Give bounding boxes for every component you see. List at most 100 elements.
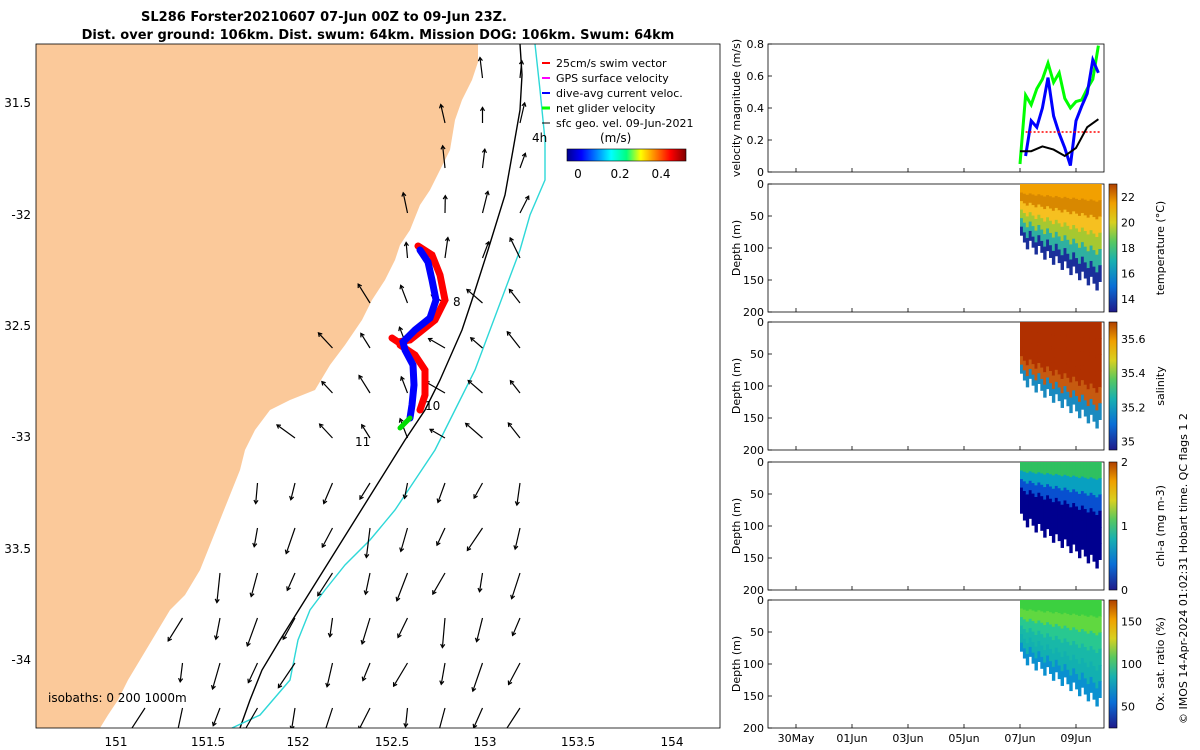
geo-arrow-64 [511,572,521,599]
panel-4-cell-4-0 [1031,600,1035,612]
panel-4-cell-5-0 [1034,600,1038,613]
panel-4-cell-22-3 [1083,647,1088,664]
panel-3-cell-12-5 [1054,521,1059,535]
panel-2-cell-18-0 [1072,322,1076,337]
geo-arrow-head-74 [511,631,517,637]
panel-3-cell-17-0 [1069,462,1073,478]
panel-1-cell-0-4 [1020,218,1024,228]
panel-4-cell-22-4 [1083,662,1088,679]
panel-1-cell-25-5 [1092,266,1096,284]
panel-1-cell-2-1 [1025,194,1030,207]
geo-arrow-59 [317,572,334,596]
geo-arrow-34 [319,423,333,439]
panel-1-cell-19-0 [1075,184,1079,200]
panel-4-cell-8-1 [1043,612,1047,626]
panel-1-cell-20-5 [1078,263,1082,281]
panel-1-cell-3-4 [1028,221,1033,232]
geo-arrow-head-43 [359,495,364,501]
panel-1-cell-16-5 [1066,253,1070,269]
panel-2-cell-15-0 [1063,322,1067,336]
panel-1-cell-5-1 [1034,195,1038,208]
geo-arrow-head-44 [402,494,408,500]
panel-4-cell-20-3 [1078,647,1082,665]
panel-2-cell-4-3 [1031,353,1035,365]
track-label-11: 11 [355,435,370,449]
panel-2-ctick-3: 35.6 [1121,333,1146,346]
panel-3-cell-12-1 [1054,473,1059,487]
panel-2-cell-21-1 [1080,336,1085,352]
panel-1-cell-1-2 [1022,203,1027,214]
panel-2-cell-10-4 [1049,370,1053,384]
panel-3-cell-14-2 [1060,490,1064,506]
geo-arrow-head-62 [432,590,437,596]
panel-4-cell-2-4 [1025,643,1030,655]
panel-3-cell-17-1 [1069,477,1073,493]
panel-3-cell-2-4 [1025,505,1030,517]
panel-2-cell-22-3 [1083,369,1088,386]
panel-2-cell-2-0 [1025,322,1030,334]
geo-arrow-head-65 [167,636,173,642]
geo-arrow-77 [247,662,259,683]
track-label-8: 8 [453,295,461,309]
panel-4-cell-27-4 [1098,664,1102,682]
panel-4-cell-5-4 [1034,646,1038,659]
panel-2-cell-23-4 [1086,389,1091,407]
geo-arrow-29 [400,376,409,394]
panel-4-cell-3-4 [1028,637,1033,648]
panel-1-cell-26-1 [1095,201,1099,220]
panel-4-cell-26-1 [1095,617,1099,636]
panel-2-cell-16-3 [1066,363,1070,379]
geo-arrow-head-77 [247,678,253,684]
panel-2-cell-14-2 [1060,350,1064,366]
panel-3-cell-2-0 [1025,462,1030,474]
panel-4-cell-10-1 [1049,612,1053,625]
panel-4-cell-27-5 [1098,681,1102,698]
geo-arrow-head-36 [398,417,404,423]
panel-4-cell-18-5 [1072,668,1076,683]
panel-4-cell-20-5 [1078,679,1082,697]
panel-3-cell-0-5 [1020,504,1024,514]
panel-4-cell-6-1 [1037,610,1041,621]
panel-3-cell-15-5 [1063,526,1067,540]
panel-2-cell-10-2 [1049,346,1053,360]
panel-2-cell-27-1 [1098,338,1102,355]
panel-3-cell-9-4 [1046,506,1050,519]
panel-1-cell-15-0 [1063,184,1067,198]
panel-2-cell-26-1 [1095,339,1099,358]
panel-3-cell-3-2 [1028,480,1033,491]
panel-1-cell-23-2 [1086,217,1091,235]
panel-3-ctick-0: 0 [1121,584,1128,597]
panel-3-cell-23-0 [1086,462,1091,480]
panel-4-cell-1-5 [1022,648,1027,659]
panel-2-cell-8-3 [1043,359,1047,373]
panel-4-cell-20-2 [1078,631,1082,649]
panel-1-cell-23-5 [1086,268,1091,286]
panel-2-cell-17-2 [1069,352,1073,368]
panel-3-cell-22-5 [1083,540,1088,557]
panel-4-cell-23-1 [1086,616,1091,635]
panel-4-cell-1-2 [1022,619,1027,630]
isobath-note: isobaths: 0 200 1000m [48,691,187,705]
panel-1-cell-1-3 [1022,213,1027,224]
colorbar-tick-0.2: 0.2 [610,167,629,181]
panel-1-cell-13-1 [1057,197,1062,211]
panel-2-cell-26-4 [1095,392,1099,411]
panel-3-cell-21-3 [1080,505,1085,521]
panel-3-cell-16-1 [1066,475,1070,491]
panel-2-ytick-4: 200 [743,444,764,457]
panel-3-cell-14-4 [1060,518,1064,534]
panel-3-cell-1-4 [1022,500,1027,511]
panel-2-cell-4-0 [1031,322,1035,334]
panel-2-cell-17-3 [1069,367,1073,383]
panel-3-cell-16-4 [1066,517,1070,533]
panel-3-cell-27-0 [1098,462,1102,479]
panel-1-ctick-2: 18 [1121,242,1135,255]
geo-arrow-39 [507,422,521,439]
panel-4-cell-11-2 [1051,626,1056,641]
panel-3-cell-10-4 [1049,510,1053,524]
panel-2-cell-8-2 [1043,347,1047,361]
panel-3-cell-15-2 [1063,487,1067,501]
panel-3-cell-24-2 [1089,492,1093,509]
panel-2-cell-13-1 [1057,335,1062,349]
swim-vector-track-south [396,341,429,414]
